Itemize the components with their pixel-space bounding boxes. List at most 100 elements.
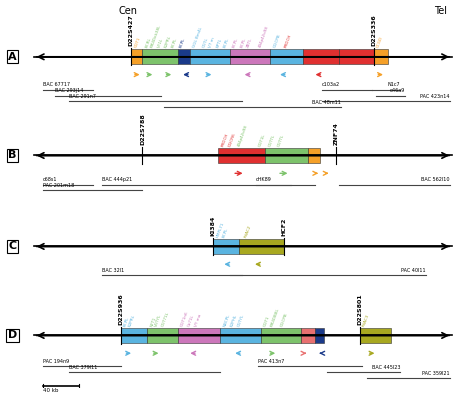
Text: GGT1n6: GGT1n6 — [180, 310, 190, 327]
Text: BCPL: BCPL — [171, 37, 178, 48]
Text: BCPL: BCPL — [123, 316, 130, 327]
Text: PAC 40l11: PAC 40l11 — [401, 268, 426, 273]
Bar — [338, 50, 374, 64]
Bar — [270, 50, 303, 64]
Text: BCPL: BCPL — [232, 37, 239, 48]
Bar — [178, 328, 220, 343]
Text: BAC 293j14: BAC 293j14 — [55, 88, 83, 93]
Text: HCF2: HCF2 — [282, 217, 287, 236]
Text: V7 m: V7 m — [209, 37, 216, 48]
Text: VY ma: VY ma — [194, 313, 203, 327]
Text: BAC 444p21: BAC 444p21 — [102, 177, 133, 182]
Text: EPTL: EPTL — [216, 38, 223, 48]
Text: D22S427: D22S427 — [128, 15, 133, 46]
Bar — [301, 328, 315, 343]
Text: PVAC2: PVAC2 — [244, 224, 253, 238]
Text: GGCPB: GGCPB — [280, 312, 288, 327]
Bar — [239, 239, 284, 254]
Text: D22S936: D22S936 — [118, 293, 124, 325]
Text: BAC 445l23: BAC 445l23 — [372, 365, 400, 370]
Bar — [303, 50, 338, 64]
Text: BAC 32l1: BAC 32l1 — [102, 268, 125, 273]
Bar — [190, 50, 230, 64]
Text: Tel: Tel — [434, 6, 447, 17]
Text: HMPL71: HMPL71 — [216, 221, 225, 238]
Bar — [213, 239, 239, 254]
Text: D22S336: D22S336 — [372, 15, 376, 46]
Text: NFT1: NFT1 — [150, 316, 157, 327]
Text: D: D — [8, 331, 17, 340]
Text: o46a9: o46a9 — [390, 88, 405, 93]
Text: E2PRL: E2PRL — [164, 35, 172, 48]
Text: B: B — [9, 151, 17, 160]
Bar — [374, 50, 388, 64]
Text: BCPL: BCPL — [239, 37, 246, 48]
Text: KIK4DB8L: KIK4DB8L — [270, 307, 281, 327]
Bar — [230, 50, 270, 64]
Text: BAC 48m11: BAC 48m11 — [312, 100, 341, 105]
Text: BAC 562l10: BAC 562l10 — [421, 177, 450, 182]
Text: 444p42o98: 444p42o98 — [258, 25, 270, 48]
Text: CCGD: CCGD — [376, 35, 384, 48]
Text: PVAC3: PVAC3 — [362, 313, 371, 327]
Text: PAC 423n14: PAC 423n14 — [420, 94, 450, 99]
Text: GGCPB: GGCPB — [273, 33, 281, 48]
Text: c68s1: c68s1 — [43, 177, 58, 182]
Text: A: A — [8, 52, 17, 62]
Text: GGT1L: GGT1L — [258, 133, 267, 147]
Text: VGTYL: VGTYL — [155, 313, 163, 327]
Text: 40 kb: 40 kb — [43, 388, 59, 394]
Bar — [315, 328, 324, 343]
Text: CGTTL: CGTTL — [268, 133, 276, 147]
Text: Cen: Cen — [119, 6, 138, 17]
Text: BCPL: BCPL — [179, 37, 186, 48]
Text: GGT1: GGT1 — [134, 36, 142, 48]
Bar — [178, 50, 190, 64]
Text: BCPL: BCPL — [221, 227, 229, 238]
Bar — [218, 148, 265, 163]
Text: PAC 194n9: PAC 194n9 — [43, 359, 69, 364]
Text: BCRL: BCRL — [145, 37, 152, 48]
Text: BCPL: BCPL — [223, 37, 230, 48]
Text: BAC 379l11: BAC 379l11 — [69, 365, 98, 370]
Text: C: C — [9, 242, 17, 251]
Text: PAC 359l21: PAC 359l21 — [422, 371, 450, 376]
Text: NBCPL: NBCPL — [223, 313, 231, 327]
Bar — [261, 328, 301, 343]
Text: ZBTL: ZBTL — [246, 37, 254, 48]
Text: N1c7: N1c7 — [387, 82, 400, 87]
Text: D22S801: D22S801 — [357, 294, 363, 325]
Text: KI384: KI384 — [211, 216, 216, 236]
Bar — [131, 50, 143, 64]
Text: 444p42o98: 444p42o98 — [237, 124, 249, 147]
Bar — [360, 328, 391, 343]
Text: KIK4Dek38L: KIK4Dek38L — [150, 24, 162, 48]
Text: PRDCH: PRDCH — [284, 33, 293, 48]
Bar — [147, 328, 178, 343]
Text: PAC 201m18: PAC 201m18 — [43, 183, 74, 188]
Text: E2PRL: E2PRL — [128, 314, 136, 327]
Text: BAC 291n7: BAC 291n7 — [69, 94, 96, 99]
Text: GGL Bm4L: GGL Bm4L — [192, 26, 203, 48]
Text: CGTTL: CGTTL — [277, 133, 285, 147]
Bar — [220, 328, 261, 343]
Text: PRDCH: PRDCH — [220, 132, 229, 147]
Text: VY1L: VY1L — [156, 37, 164, 48]
Text: BAC 67717: BAC 67717 — [43, 82, 70, 87]
Text: CGT71L: CGT71L — [160, 310, 170, 327]
Text: CGTYL: CGTYL — [237, 313, 245, 327]
Text: ZNF74: ZNF74 — [334, 122, 339, 145]
Text: c103a2: c103a2 — [322, 82, 340, 87]
Text: DGCR6: DGCR6 — [228, 132, 237, 147]
Text: D22S788: D22S788 — [140, 113, 145, 145]
Text: CGTL: CGTL — [201, 37, 209, 48]
Text: E2PHL: E2PHL — [230, 313, 238, 327]
Text: GGT1: GGT1 — [263, 315, 271, 327]
Text: PAC 413n7: PAC 413n7 — [258, 359, 285, 364]
Bar — [308, 148, 319, 163]
Bar — [143, 50, 178, 64]
Text: cHK89: cHK89 — [256, 177, 272, 182]
Bar — [121, 328, 147, 343]
Text: Ca71L: Ca71L — [187, 314, 195, 327]
Bar — [265, 148, 308, 163]
